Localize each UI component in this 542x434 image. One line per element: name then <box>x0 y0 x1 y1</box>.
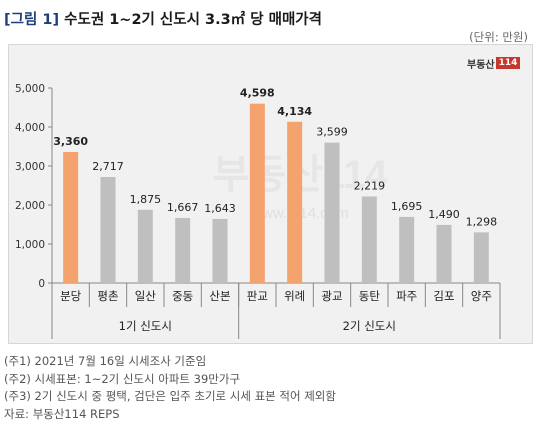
bar-chart: 부동산114 www.r114.com 01,0002,0003,0004,00… <box>15 83 501 339</box>
data-label: 1,695 <box>391 200 423 213</box>
y-tick-label: 1,000 <box>15 239 45 251</box>
footnote-3: (주3) 2기 신도시 중 평택, 검단은 입주 초기로 시세 표본 적어 제외… <box>4 389 336 403</box>
data-label: 1,875 <box>130 193 162 206</box>
x-tick-label: 분당 <box>60 289 82 303</box>
x-tick-label: 평촌 <box>97 289 118 303</box>
x-tick-label: 파주 <box>396 289 417 303</box>
x-tick-label: 판교 <box>247 289 268 303</box>
bar <box>100 177 116 283</box>
footnote-2: (주2) 시세표본: 1~2기 신도시 아파트 39만가구 <box>4 371 241 386</box>
x-tick-label: 중동 <box>172 289 193 303</box>
x-tick-label: 동탄 <box>359 289 381 303</box>
x-tick-label: 산본 <box>209 289 230 303</box>
x-tick-label: 양주 <box>471 289 492 303</box>
bar <box>175 217 191 283</box>
bar <box>212 218 228 283</box>
unit-label: (단위: 만원) <box>469 30 528 44</box>
data-label: 3,599 <box>316 126 348 139</box>
title-text: 수도권 1~2기 신도시 3.3㎡ 당 매매가격 <box>64 12 322 28</box>
footnotes: (주1) 2021년 7월 16일 시세조사 기준임 (주2) 시세표본: 1~… <box>4 353 336 423</box>
brand-logo: 부동산 114 <box>467 55 521 71</box>
data-label: 4,598 <box>240 87 275 100</box>
data-label: 4,134 <box>277 105 312 118</box>
logo-box: 114 <box>495 57 521 69</box>
bar <box>361 196 377 283</box>
data-label: 3,360 <box>53 135 88 148</box>
x-tick-label: 일산 <box>135 289 157 303</box>
figure-tag: [그림 1] <box>4 12 60 28</box>
footnote-1: (주1) 2021년 7월 16일 시세조사 기준임 <box>4 354 207 368</box>
y-tick-label: 4,000 <box>15 122 45 134</box>
bar <box>436 224 452 283</box>
data-label: 1,298 <box>466 215 498 228</box>
bar <box>287 121 303 283</box>
x-tick-label: 광교 <box>321 289 342 303</box>
bar <box>399 216 415 283</box>
bar <box>473 232 489 283</box>
x-tick-label: 위례 <box>284 289 305 303</box>
y-tick-label: 2,000 <box>15 200 45 212</box>
chart-area <box>8 44 533 344</box>
data-label: 2,219 <box>354 179 386 192</box>
source-note: 자료: 부동산114 REPS <box>4 406 120 421</box>
data-label: 1,643 <box>204 202 236 215</box>
bar <box>137 209 153 283</box>
bar <box>63 151 79 283</box>
x-tick-label: 김포 <box>433 289 454 303</box>
y-tick-label: 5,000 <box>15 83 45 95</box>
bar <box>249 103 265 283</box>
group-label: 1기 신도시 <box>119 319 172 333</box>
data-label: 1,667 <box>167 201 199 214</box>
logo-text: 부동산 <box>467 59 495 71</box>
chart-title: [그림 1] 수도권 1~2기 신도시 3.3㎡ 당 매매가격 <box>4 8 322 29</box>
data-label: 1,490 <box>428 208 460 221</box>
data-label: 2,717 <box>92 160 124 173</box>
bar <box>324 142 340 283</box>
y-tick-label: 0 <box>38 278 45 290</box>
y-tick-label: 3,000 <box>15 161 45 173</box>
group-label: 2기 신도시 <box>343 319 396 333</box>
